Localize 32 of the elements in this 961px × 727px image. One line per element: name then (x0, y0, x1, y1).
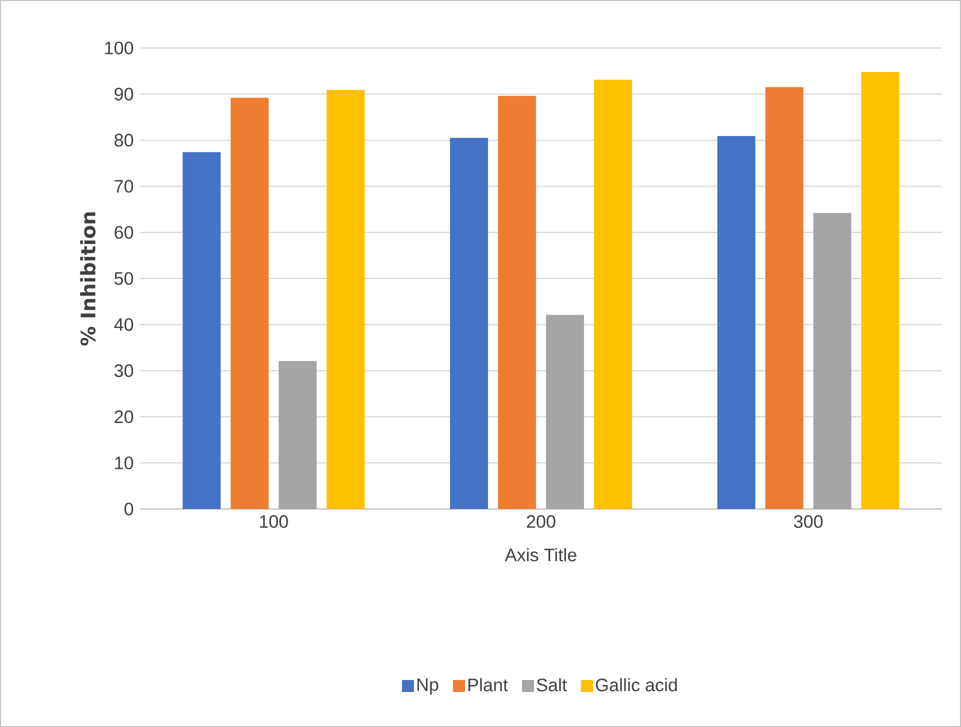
bar (182, 152, 221, 509)
y-tick-label: 80 (114, 134, 134, 147)
y-tick-label: 10 (115, 456, 134, 470)
y-tick-label: 100 (105, 42, 134, 54)
bar (230, 98, 269, 509)
legend-label: Salt (536, 678, 567, 692)
bar (594, 80, 632, 509)
y-tick-label: 0 (124, 502, 134, 516)
x-tick-label: 300 (794, 515, 823, 528)
bar (278, 361, 317, 509)
bar (765, 87, 804, 509)
legend-label: Plant (468, 678, 508, 692)
y-tick-label: 90 (114, 88, 134, 100)
y-axis-title: % Inhibition (80, 212, 96, 346)
bar (498, 96, 536, 509)
bar (326, 90, 365, 509)
x-tick-label: 100 (260, 515, 288, 528)
y-tick-label: 20 (114, 410, 134, 424)
x-tick-label: 200 (526, 515, 556, 528)
y-tick-label: 50 (114, 272, 134, 285)
bar (861, 72, 900, 509)
y-tick-label: 30 (114, 364, 134, 378)
bar (546, 314, 584, 509)
legend-label: Np (417, 678, 438, 695)
bar (813, 213, 852, 509)
y-tick-label: 40 (114, 318, 134, 331)
bar (450, 138, 488, 509)
x-axis-title: Axis Title (504, 548, 576, 562)
y-tick-label: 60 (114, 226, 134, 239)
legend-label: Gallic acid (596, 678, 677, 692)
y-tick-label: 70 (114, 180, 134, 193)
bar (717, 136, 756, 509)
